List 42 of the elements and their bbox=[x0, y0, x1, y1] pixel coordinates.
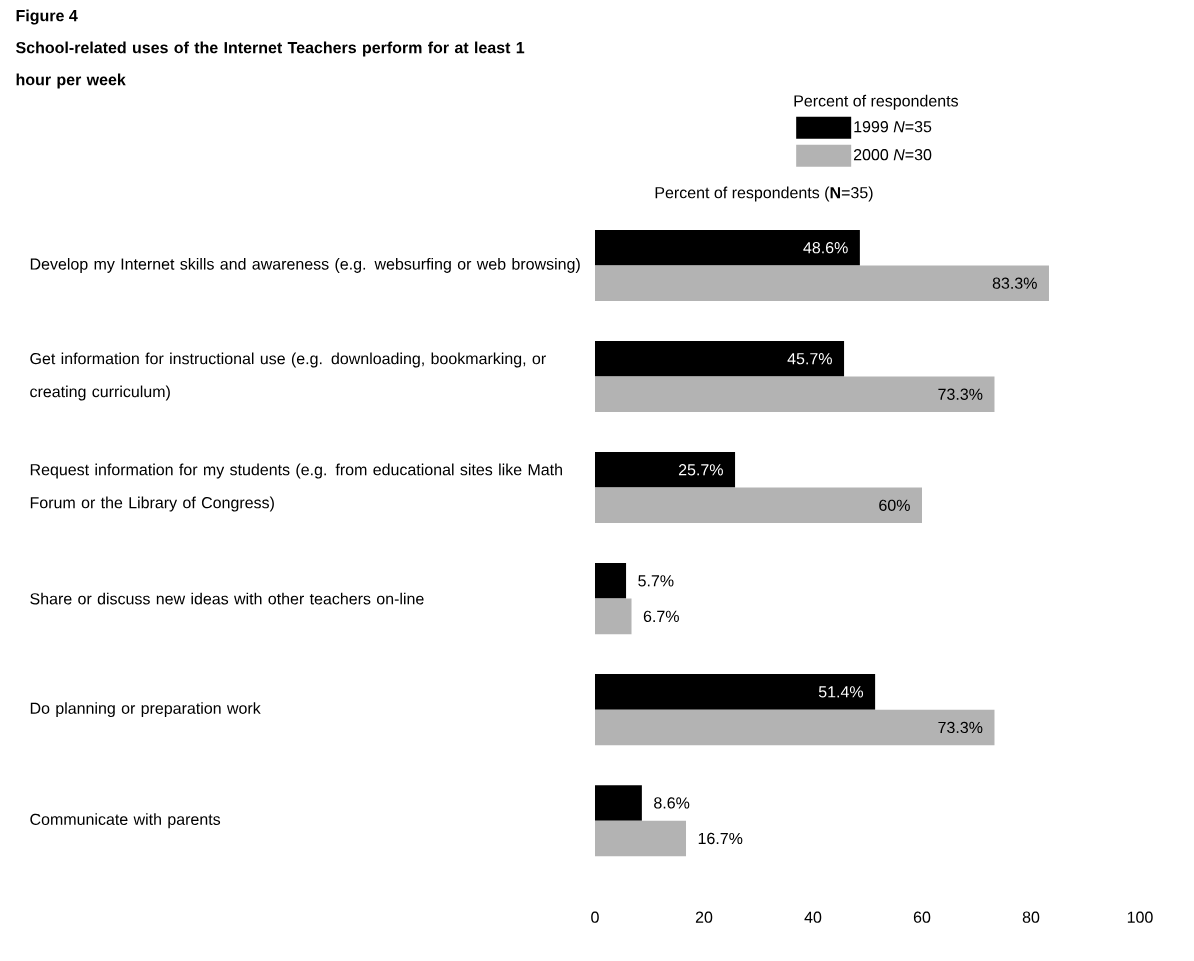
y-tick-label: Request information for my students (e.g. from educational sites like Math Forum or the Library of Congress) bbox=[30, 463, 562, 512]
y-tick-label: Get information for instructional use (e.g. downloading, bookmarking, or creating curriculum) bbox=[30, 352, 546, 401]
text: Figure 4 bbox=[16, 9, 78, 25]
bar bbox=[595, 674, 876, 710]
data-label: 5.7% bbox=[638, 575, 674, 587]
text: School-related uses of the Internet Teachers perform for at least 1 hour per week bbox=[16, 41, 525, 89]
x-tick-label: 0 bbox=[591, 911, 599, 923]
legend-title: Percent of respondents bbox=[794, 94, 959, 110]
bar bbox=[595, 709, 995, 746]
y-tick-label: Communicate with parents bbox=[30, 813, 221, 829]
bar bbox=[595, 229, 860, 266]
data-label: 51.4% bbox=[818, 686, 864, 698]
data-label: 6.7% bbox=[643, 610, 679, 623]
data-label: 60% bbox=[879, 499, 910, 511]
data-label: 8.6% bbox=[654, 797, 690, 809]
x-tick-label: 40 bbox=[804, 911, 822, 923]
x-tick-label: 60 bbox=[913, 911, 931, 923]
x-tick-label: 100 bbox=[1127, 911, 1153, 923]
y-tick-label: Share or discuss new ideas with other teachers on-line bbox=[30, 592, 424, 605]
bar bbox=[595, 376, 995, 413]
data-label: 45.7% bbox=[787, 353, 832, 365]
bar bbox=[595, 452, 736, 488]
data-label: 16.7% bbox=[698, 832, 743, 845]
x-tick-label: 80 bbox=[1022, 911, 1040, 923]
legend-label: 2000 N=30 bbox=[853, 149, 932, 161]
data-label: 25.7% bbox=[678, 464, 723, 476]
y-tick-label: Develop my Internet skills and awareness (e.g. websurfing or web browsing) bbox=[30, 257, 580, 273]
bar bbox=[595, 340, 845, 377]
data-label: 73.3% bbox=[938, 388, 983, 400]
legend-label: 1999 N=35 bbox=[854, 121, 932, 133]
bar bbox=[595, 598, 632, 635]
bar bbox=[595, 785, 642, 821]
y-tick-label: Do planning or preparation work bbox=[30, 702, 261, 718]
bar bbox=[595, 265, 1049, 301]
x-tick-label: 20 bbox=[695, 911, 713, 923]
data-label: 48.6% bbox=[803, 242, 848, 254]
bar bbox=[595, 563, 627, 599]
data-label: 83.3% bbox=[992, 277, 1037, 289]
x-axis-title: Percent of respondents (N=35) bbox=[655, 186, 873, 202]
data-label: 73.3% bbox=[938, 721, 983, 734]
bar bbox=[595, 487, 922, 524]
bar bbox=[595, 820, 687, 857]
